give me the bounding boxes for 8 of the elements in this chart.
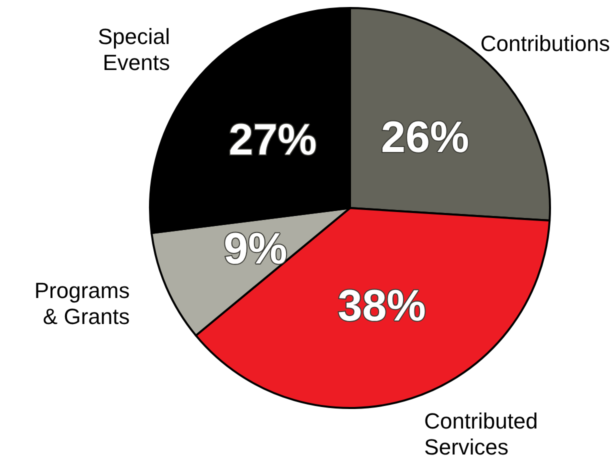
slice-label: Programs & Grants xyxy=(34,278,130,329)
slice-label: Contributed Services xyxy=(424,408,538,460)
slice-label: Special Events xyxy=(98,24,170,75)
data-label: 26% xyxy=(381,112,470,162)
data-label: 27% xyxy=(228,115,317,164)
data-label: 9% xyxy=(224,224,288,274)
data-label: 38% xyxy=(338,281,426,330)
slice-label: Contributions xyxy=(480,31,610,56)
